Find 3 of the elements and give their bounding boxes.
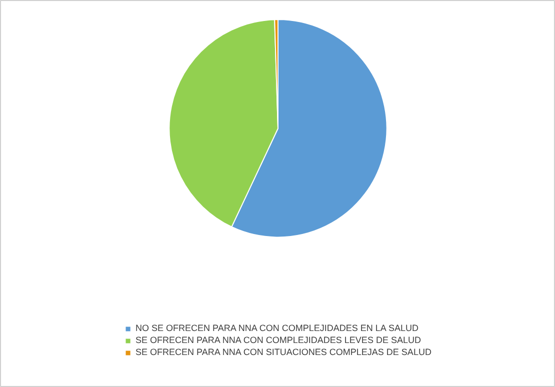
legend-label: SE OFRECEN PARA NNA CON SITUACIONES COMPLEJAS DE SALUD [136,347,432,357]
legend-label: SE OFRECEN PARA NNA CON COMPLEJIDADES LEVES DE SALUD [136,335,421,345]
legend-label: NO SE OFRECEN PARA NNA CON COMPLEJIDADES EN LA SALUD [136,323,418,333]
